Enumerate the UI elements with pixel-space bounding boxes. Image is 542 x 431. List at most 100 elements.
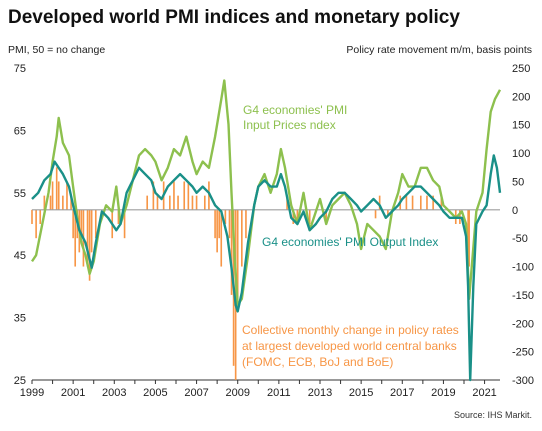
right-tick-label: -150	[512, 290, 534, 302]
x-tick-label: 2021	[472, 387, 496, 399]
x-tick-label: 2013	[308, 387, 332, 399]
right-tick-label: -200	[512, 318, 534, 330]
policy-bar	[216, 209, 218, 253]
policy-bar	[405, 195, 408, 210]
policy-bar	[123, 209, 126, 239]
policy-bar	[35, 209, 37, 239]
policy-bar	[66, 181, 68, 210]
output-annotation: G4 economies' PMI Output Index	[262, 235, 438, 249]
policy-bar	[183, 181, 186, 210]
policy-bar	[378, 195, 381, 210]
policy-bar	[387, 209, 389, 216]
right-axis-label: Policy rate movement m/m, basis points	[346, 44, 532, 56]
policy-annotation: Collective monthly change in policy rate…	[242, 323, 459, 369]
left-tick-label: 35	[14, 313, 26, 325]
right-tick-label: 100	[512, 148, 530, 160]
policy-bar	[39, 209, 42, 224]
policy-bar	[88, 209, 91, 281]
right-tick-label: 0	[512, 205, 518, 217]
policy-bar	[152, 181, 155, 210]
pmi-lines	[30, 79, 502, 382]
policy-bar	[57, 181, 60, 210]
policy-bar	[296, 209, 299, 224]
policy-bar	[195, 195, 198, 210]
input-prices-label-line-2: Input Prices ndex	[243, 118, 336, 132]
policy-bar	[432, 195, 434, 210]
policy-bar	[169, 195, 171, 210]
policy-bar	[173, 181, 175, 210]
policy-bar	[80, 209, 83, 239]
policy-bar	[146, 195, 149, 210]
policy-label-line-2: at largest developed world central banks	[242, 339, 457, 353]
policy-bar	[70, 195, 72, 210]
policy-bar	[51, 181, 54, 210]
policy-bar	[440, 195, 443, 210]
policy-bar	[90, 209, 93, 253]
left-tick-label: 75	[14, 63, 26, 75]
policy-bar	[31, 209, 33, 224]
right-tick-label: -250	[512, 347, 534, 359]
output-label: G4 economies' PMI Output Index	[262, 235, 438, 249]
policy-bar	[224, 209, 227, 224]
policy-bar	[62, 195, 64, 210]
policy-bar	[191, 195, 194, 210]
policy-bar	[203, 195, 206, 210]
left-tick-label: 55	[14, 188, 26, 200]
left-axis-label: PMI, 50 = no change	[8, 44, 105, 56]
source-note: Source: IHS Markit.	[454, 410, 532, 420]
policy-bar	[72, 209, 74, 239]
x-tick-label: 2005	[143, 387, 167, 399]
x-axis: 1999 2001 2003 2005 2007 2009 2011 2013 2015 2017…	[20, 379, 500, 399]
x-tick-label: 2017	[390, 387, 414, 399]
x-tick-label: 2019	[431, 387, 455, 399]
policy-bar	[325, 209, 327, 224]
policy-bar	[49, 195, 52, 210]
policy-bar	[245, 209, 247, 239]
policy-bar	[177, 195, 179, 210]
policy-bar	[374, 209, 377, 219]
right-axis-ticks: 250 200 150 100 50 0 -50 -100 -150 -200 -250 -300	[512, 63, 534, 387]
right-tick-label: 200	[512, 91, 530, 103]
policy-bar	[86, 209, 89, 267]
policy-bar	[156, 195, 159, 210]
policy-bar	[214, 209, 216, 239]
chart-title: Developed world PMI indices and monetary…	[8, 7, 460, 28]
policy-bar	[308, 209, 311, 224]
policy-bar	[117, 209, 120, 224]
policy-bar	[187, 181, 190, 210]
policy-bar	[220, 209, 223, 267]
x-tick-label: 2003	[102, 387, 126, 399]
x-tick-label: 2007	[184, 387, 208, 399]
policy-bar	[228, 209, 231, 239]
policy-bar	[426, 195, 428, 210]
policy-bar	[43, 195, 46, 210]
x-tick-label: 2011	[267, 387, 291, 399]
left-tick-label: 25	[14, 375, 26, 387]
x-tick-label: 2001	[61, 387, 85, 399]
right-tick-label: 250	[512, 63, 530, 75]
policy-label-line-1: Collective monthly change in policy rate…	[242, 323, 459, 337]
policy-bar	[411, 195, 414, 210]
left-tick-label: 65	[14, 125, 26, 137]
policy-bar	[419, 195, 422, 210]
right-tick-label: 150	[512, 120, 530, 132]
policy-bar	[74, 209, 77, 267]
policy-bar	[236, 209, 239, 310]
right-tick-label: -300	[512, 375, 534, 387]
policy-bar	[241, 209, 243, 267]
left-tick-label: 45	[14, 250, 26, 262]
policy-label-line-3: (FOMC, ECB, BoJ and BoE)	[242, 355, 393, 369]
policy-bar	[208, 181, 210, 210]
right-tick-label: 50	[512, 176, 524, 188]
x-tick-label: 2015	[349, 387, 373, 399]
policy-bar	[468, 209, 470, 267]
policy-bar	[230, 209, 233, 295]
policy-bar	[55, 167, 58, 210]
left-axis-ticks: 75 65 55 45 35 25	[14, 63, 26, 387]
policy-bar	[218, 209, 221, 239]
input-prices-annotation: G4 economies' PMI Input Prices ndex	[243, 103, 347, 132]
policy-bar	[94, 209, 97, 239]
output-line	[31, 154, 502, 382]
x-tick-label: 2009	[225, 387, 249, 399]
